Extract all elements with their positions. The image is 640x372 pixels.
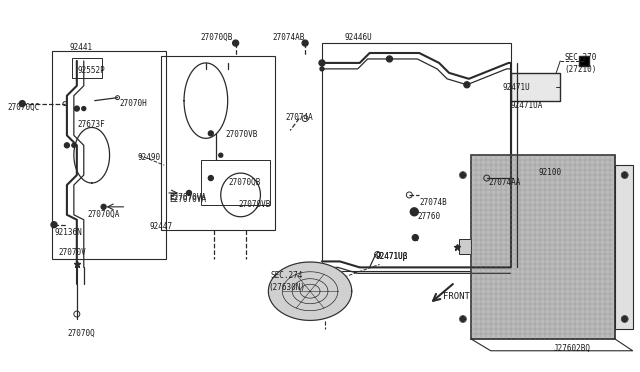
Text: 27074AB: 27074AB [273,33,305,42]
Text: E27070VA: E27070VA [169,195,206,204]
Text: 92446U: 92446U [345,33,372,42]
Circle shape [233,40,239,46]
Text: 92471Uβ: 92471Uβ [376,253,408,262]
Circle shape [319,60,325,66]
Text: 27074AA: 27074AA [489,178,521,187]
Text: 92447: 92447 [149,222,172,231]
Bar [511,73,560,101]
Text: SEC.270: SEC.270 [564,53,596,62]
Text: 92136N: 92136N [54,228,82,237]
Text: 92471Uβ: 92471Uβ [376,253,408,262]
Bar [52,51,166,259]
Text: 27074A: 27074A [285,113,313,122]
Bar [459,238,471,254]
Circle shape [464,82,470,88]
Bar [161,56,275,230]
Text: 92100: 92100 [538,168,561,177]
Bar [615,165,633,329]
Text: 27070Q: 27070Q [68,329,95,338]
Circle shape [412,235,419,241]
Circle shape [65,143,69,148]
Text: 27070V: 27070V [58,247,86,257]
Circle shape [387,56,392,62]
Circle shape [460,317,465,321]
Text: (27630N): (27630N) [268,283,305,292]
Circle shape [219,153,223,157]
Text: 92471UA: 92471UA [511,101,543,110]
Circle shape [186,190,191,195]
Circle shape [622,317,627,321]
Circle shape [74,106,79,111]
Text: 92471U: 92471U [502,83,531,92]
Text: 27070QA: 27070QA [88,210,120,219]
Text: 27070QB: 27070QB [201,33,233,42]
Circle shape [82,107,86,110]
Text: 27673F: 27673F [78,121,106,129]
Circle shape [460,173,465,177]
Text: 27070H: 27070H [120,99,147,108]
Bar [322,43,511,271]
Bar [201,160,270,205]
Text: FRONT: FRONT [443,292,470,301]
Circle shape [72,143,76,147]
Text: 92490: 92490 [138,153,161,162]
Circle shape [101,204,106,209]
Polygon shape [268,262,352,320]
Circle shape [209,176,213,180]
Circle shape [51,222,57,228]
Circle shape [302,40,308,46]
Text: 92552P: 92552P [78,66,106,75]
Circle shape [410,208,419,216]
Text: 27070QC: 27070QC [7,103,40,112]
Text: 27760: 27760 [417,212,440,221]
Text: 27070VB: 27070VB [239,200,271,209]
Text: 27070QB: 27070QB [228,178,261,187]
Bar [72,58,102,78]
Text: (27210): (27210) [564,65,596,74]
Text: J27602BQ: J27602BQ [553,344,590,353]
Circle shape [320,67,324,71]
Text: SEC.274: SEC.274 [270,271,303,280]
Text: 27074B: 27074B [419,198,447,207]
Bar [471,155,615,339]
Circle shape [622,173,627,177]
Text: 92441: 92441 [70,43,93,52]
Circle shape [209,131,213,136]
Text: E27070VA: E27070VA [169,193,206,202]
Text: 27070VB: 27070VB [226,131,258,140]
Bar [471,155,615,339]
Circle shape [19,101,25,107]
